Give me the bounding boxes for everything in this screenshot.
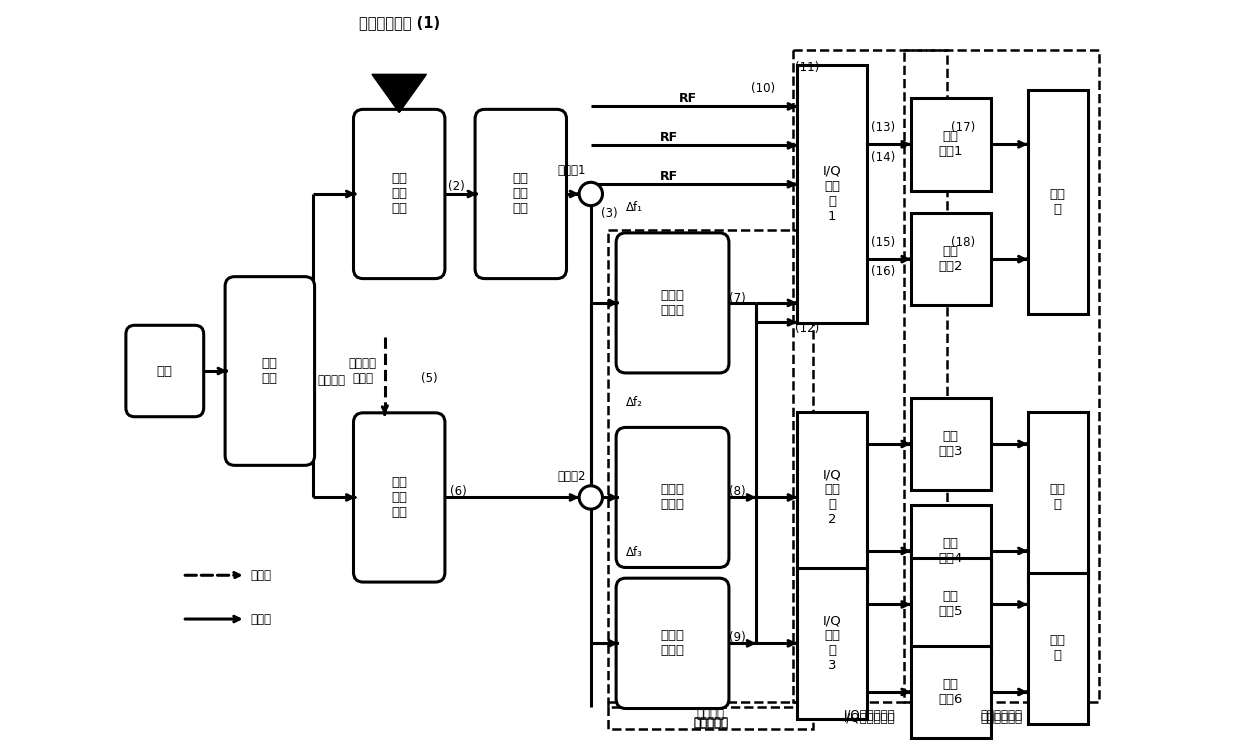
- Text: 电信号: 电信号: [250, 569, 272, 582]
- Text: 电耦
合: 电耦 合: [1050, 188, 1065, 216]
- Text: (15): (15): [870, 236, 895, 249]
- Bar: [1028, 573, 1087, 723]
- Text: (13): (13): [870, 122, 895, 134]
- Text: 光分
路器: 光分 路器: [262, 357, 278, 385]
- Text: 光源: 光源: [156, 364, 172, 378]
- Text: 电本振输
入信号: 电本振输 入信号: [348, 357, 377, 385]
- Text: Δf₁: Δf₁: [626, 201, 642, 214]
- Text: 射频
调制
模块: 射频 调制 模块: [391, 172, 407, 215]
- FancyBboxPatch shape: [475, 109, 567, 278]
- Bar: [911, 398, 991, 490]
- Bar: [1028, 90, 1087, 314]
- Text: 激励信号: 激励信号: [697, 708, 724, 720]
- Circle shape: [579, 486, 603, 509]
- Text: 平衡
探测1: 平衡 探测1: [939, 131, 963, 158]
- Bar: [911, 98, 991, 191]
- Bar: [797, 65, 867, 323]
- Text: 本振
调制
模块: 本振 调制 模块: [391, 476, 407, 519]
- Text: 第一路
光频移: 第一路 光频移: [661, 289, 684, 317]
- Text: I/Q
下变
频
1: I/Q 下变 频 1: [822, 165, 842, 223]
- Text: (9): (9): [729, 631, 745, 644]
- Bar: [797, 568, 867, 719]
- Bar: [609, 230, 812, 706]
- Text: 第三路
光频移: 第三路 光频移: [661, 629, 684, 657]
- FancyBboxPatch shape: [126, 325, 203, 417]
- Text: (10): (10): [751, 82, 775, 96]
- Text: (17): (17): [951, 122, 975, 134]
- Text: 光信号: 光信号: [250, 613, 272, 626]
- Text: 第二路
光频移: 第二路 光频移: [661, 484, 684, 511]
- Circle shape: [579, 183, 603, 206]
- Text: 宽带
滤波
模块: 宽带 滤波 模块: [513, 172, 528, 215]
- Bar: [911, 646, 991, 738]
- Bar: [609, 702, 812, 729]
- Text: (14): (14): [870, 151, 895, 163]
- Text: (7): (7): [729, 292, 745, 304]
- Text: 光分路器: 光分路器: [317, 374, 346, 387]
- FancyBboxPatch shape: [616, 427, 729, 568]
- FancyBboxPatch shape: [616, 233, 729, 373]
- Polygon shape: [372, 74, 427, 113]
- Bar: [911, 558, 991, 651]
- Text: (3): (3): [600, 207, 618, 220]
- FancyBboxPatch shape: [353, 413, 445, 582]
- Text: 平衡探测组件: 平衡探测组件: [981, 709, 1022, 723]
- Text: (16): (16): [870, 266, 895, 278]
- Bar: [1028, 413, 1087, 582]
- Text: 电耦
合: 电耦 合: [1050, 634, 1065, 662]
- FancyBboxPatch shape: [353, 109, 445, 278]
- Text: RF: RF: [660, 170, 678, 183]
- Text: (8): (8): [729, 485, 745, 498]
- FancyBboxPatch shape: [226, 277, 315, 465]
- Text: I/Q下变频组件: I/Q下变频组件: [844, 712, 895, 726]
- Text: 平衡
探测2: 平衡 探测2: [939, 245, 963, 273]
- Text: (11): (11): [795, 61, 820, 74]
- Text: 电耦
合: 电耦 合: [1050, 484, 1065, 511]
- Text: 平衡
探测6: 平衡 探测6: [939, 678, 963, 706]
- Bar: [911, 505, 991, 597]
- Text: Δf₂: Δf₂: [626, 395, 642, 409]
- Text: (18): (18): [951, 236, 975, 249]
- Text: 光分路1: 光分路1: [558, 164, 587, 177]
- FancyBboxPatch shape: [616, 578, 729, 709]
- Text: I/Q
下变
频
2: I/Q 下变 频 2: [822, 468, 842, 526]
- Text: 平衡探测组件: 平衡探测组件: [981, 712, 1022, 726]
- Text: 光频移组件: 光频移组件: [693, 716, 728, 729]
- Bar: [911, 213, 991, 306]
- Text: 平衡
探测3: 平衡 探测3: [939, 430, 963, 458]
- Text: (5): (5): [420, 372, 438, 385]
- Text: I/Q下变频组件: I/Q下变频组件: [844, 709, 895, 723]
- Text: 平衡
探测5: 平衡 探测5: [939, 591, 963, 618]
- Bar: [797, 413, 867, 582]
- Text: 光分路2: 光分路2: [558, 470, 587, 482]
- Text: 光频移组件: 光频移组件: [693, 718, 728, 730]
- Bar: [794, 50, 947, 702]
- Text: 宽带射频信号 (1): 宽带射频信号 (1): [358, 16, 440, 30]
- Bar: [904, 50, 1099, 702]
- Text: (6): (6): [450, 485, 466, 498]
- Text: Δf₃: Δf₃: [626, 546, 642, 559]
- Text: (2): (2): [448, 180, 465, 193]
- Text: I/Q
下变
频
3: I/Q 下变 频 3: [822, 614, 842, 672]
- Text: RF: RF: [660, 131, 678, 144]
- Text: RF: RF: [680, 92, 697, 105]
- Text: 平衡
探测4: 平衡 探测4: [939, 537, 963, 565]
- Text: (12): (12): [795, 322, 820, 335]
